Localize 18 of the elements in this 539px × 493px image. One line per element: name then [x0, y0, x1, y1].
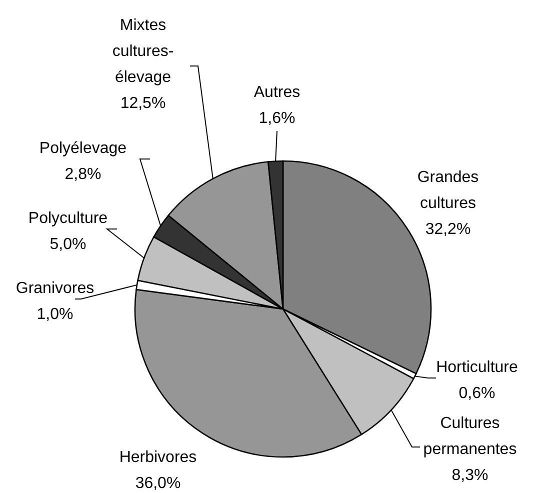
data-label: 1,6% [258, 110, 296, 127]
slice-label: Grandes cultures [417, 169, 479, 212]
data-label: 8,3% [452, 467, 488, 484]
data-label: 0,6% [458, 385, 496, 402]
slice-label: Polyculture [28, 210, 108, 227]
slice-label: Mixtes cultures-élevage [112, 17, 174, 86]
data-label: 12,5% [120, 95, 166, 112]
data-label: 5,0% [50, 236, 86, 253]
data-label: 1,0% [36, 306, 74, 323]
slice-label: Polyélevage [39, 140, 127, 157]
slice-label: Autres [254, 84, 300, 101]
slice-label: Herbivores [119, 449, 197, 466]
data-label: 2,8% [64, 166, 102, 183]
slice-label: Granivores [16, 280, 94, 297]
data-label: 32,2% [425, 221, 471, 238]
slice-label: Horticulture [436, 359, 518, 376]
slice-label: Cultures permanentes [423, 415, 517, 458]
data-label: 36,0% [135, 475, 181, 492]
